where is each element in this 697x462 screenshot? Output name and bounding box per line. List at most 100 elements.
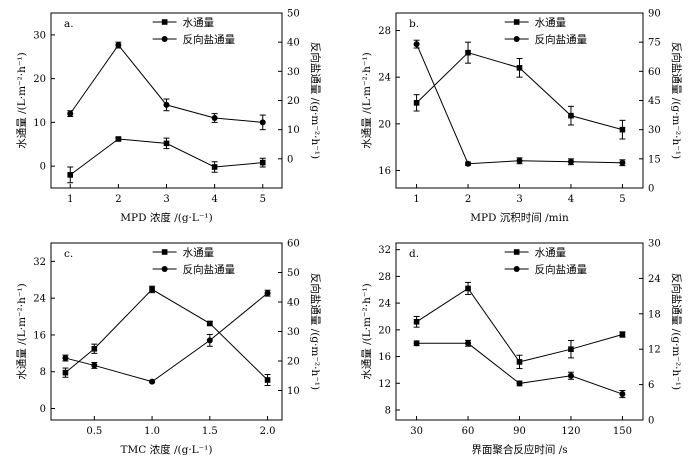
data-point-circle bbox=[163, 101, 170, 108]
y-axis-label: 水通量 /(L·m⁻²·h⁻¹) bbox=[16, 283, 28, 379]
x-tick-label: 1.5 bbox=[202, 426, 218, 437]
y2-tick-label: 24 bbox=[648, 274, 661, 285]
data-point-circle bbox=[567, 372, 574, 379]
y-tick-label: 16 bbox=[33, 330, 46, 341]
data-point-circle bbox=[567, 158, 574, 165]
data-point-square bbox=[516, 65, 523, 71]
y2-axis-label: 反向盐通量 /(g·m⁻²·h⁻¹) bbox=[670, 273, 683, 390]
y2-tick-label: 20 bbox=[287, 357, 300, 368]
x-tick-label: 1 bbox=[413, 194, 419, 205]
data-point-circle bbox=[516, 380, 523, 387]
x-tick-label: 3 bbox=[516, 194, 522, 205]
y2-tick-label: 30 bbox=[648, 125, 661, 136]
legend-label: 水通量 bbox=[183, 247, 215, 259]
y-tick-label: 0 bbox=[40, 162, 46, 173]
x-tick-label: 5 bbox=[619, 194, 625, 205]
data-point-square bbox=[516, 359, 523, 365]
data-point-circle bbox=[67, 110, 74, 117]
data-point-square bbox=[115, 136, 122, 142]
y-tick-label: 28 bbox=[378, 26, 391, 37]
y2-tick-label: 90 bbox=[648, 9, 661, 20]
y-tick-label: 20 bbox=[33, 74, 46, 85]
y-tick-label: 0 bbox=[40, 404, 46, 415]
y2-tick-label: 30 bbox=[287, 67, 300, 78]
data-point-square bbox=[91, 345, 98, 352]
x-tick-label: 4 bbox=[568, 194, 574, 205]
y-tick-label: 20 bbox=[378, 325, 391, 336]
legend-marker-square bbox=[513, 249, 520, 255]
data-point-circle bbox=[465, 160, 472, 167]
y2-tick-label: 75 bbox=[648, 38, 661, 49]
y-tick-label: 24 bbox=[33, 294, 46, 305]
x-tick-label: 3 bbox=[163, 194, 169, 205]
series-line-water-flux bbox=[416, 287, 623, 363]
x-tick-label: 2 bbox=[115, 194, 121, 205]
data-point-square bbox=[465, 49, 471, 56]
y2-tick-label: 20 bbox=[287, 96, 300, 107]
y-tick-label: 32 bbox=[33, 257, 46, 268]
x-tick-label: 1.0 bbox=[144, 426, 160, 437]
y2-tick-label: 40 bbox=[287, 38, 300, 49]
data-point-circle bbox=[149, 378, 156, 385]
y-tick-label: 28 bbox=[378, 272, 391, 283]
y-tick-label: 8 bbox=[40, 367, 46, 378]
y2-tick-label: 45 bbox=[648, 96, 661, 107]
data-point-square bbox=[568, 346, 574, 352]
y-tick-label: 32 bbox=[378, 245, 391, 256]
y-tick-label: 16 bbox=[378, 352, 391, 363]
data-point-circle bbox=[211, 115, 218, 121]
data-point-circle bbox=[91, 362, 98, 369]
y2-tick-label: 60 bbox=[648, 67, 661, 78]
panel-label: a. bbox=[64, 18, 74, 30]
y2-tick-label: 50 bbox=[287, 9, 300, 20]
y-tick-label: 16 bbox=[378, 166, 391, 177]
y-tick-label: 30 bbox=[33, 30, 46, 41]
x-tick-label: 0.5 bbox=[86, 426, 102, 437]
y2-axis-label: 反向盐通量 /(g·m⁻²·h⁻¹) bbox=[309, 42, 322, 159]
data-point-circle bbox=[259, 119, 266, 126]
data-point-square bbox=[264, 377, 271, 383]
legend-marker-square bbox=[161, 19, 168, 25]
y-tick-label: 24 bbox=[378, 299, 391, 310]
x-tick-label: 2.0 bbox=[260, 426, 276, 437]
legend-label: 水通量 bbox=[183, 17, 215, 29]
y-tick-label: 8 bbox=[385, 405, 391, 416]
x-tick-label: 1 bbox=[67, 194, 73, 205]
legend-label: 反向盐通量 bbox=[535, 33, 588, 46]
legend-marker-square bbox=[513, 19, 520, 25]
data-point-circle bbox=[115, 42, 122, 49]
y-axis-label: 水通量 /(L·m⁻²·h⁻¹) bbox=[16, 52, 28, 148]
legend-marker-circle bbox=[513, 266, 520, 272]
data-point-square bbox=[67, 172, 74, 178]
x-tick-label: 150 bbox=[613, 426, 632, 437]
x-tick-label: 30 bbox=[410, 426, 423, 437]
data-point-circle bbox=[619, 159, 626, 166]
legend-label: 反向盐通量 bbox=[535, 263, 588, 276]
data-point-square bbox=[568, 112, 574, 119]
y2-axis-label: 反向盐通量 /(g·m⁻²·h⁻¹) bbox=[309, 273, 322, 390]
legend-label: 反向盐通量 bbox=[183, 33, 236, 46]
x-tick-label: 4 bbox=[211, 194, 217, 205]
y-tick-label: 24 bbox=[378, 73, 391, 84]
data-point-square bbox=[211, 164, 218, 170]
data-point-square bbox=[259, 159, 266, 166]
y-axis-label: 水通量 /(L·m⁻²·h⁻¹) bbox=[361, 52, 373, 148]
x-axis-label: MPD 浓度 /(g·L⁻¹) bbox=[120, 211, 212, 224]
panel-label: d. bbox=[409, 248, 419, 260]
data-point-square bbox=[149, 286, 155, 293]
y2-tick-label: 10 bbox=[287, 125, 300, 136]
data-point-square bbox=[207, 320, 213, 327]
x-axis-label: MPD 沉积时间 /min bbox=[470, 211, 569, 224]
y2-tick-label: 0 bbox=[287, 154, 293, 165]
x-tick-label: 90 bbox=[513, 426, 526, 437]
x-tick-label: 60 bbox=[462, 426, 475, 437]
data-point-circle bbox=[413, 340, 420, 347]
x-axis-label: 界面聚合反应时间 /s bbox=[471, 443, 567, 456]
data-point-circle bbox=[62, 355, 69, 362]
y2-tick-label: 15 bbox=[648, 154, 661, 165]
data-point-square bbox=[163, 140, 170, 147]
data-point-square bbox=[465, 285, 471, 292]
data-point-circle bbox=[413, 41, 420, 48]
y2-tick-label: 18 bbox=[648, 309, 661, 320]
data-point-square bbox=[413, 319, 420, 325]
